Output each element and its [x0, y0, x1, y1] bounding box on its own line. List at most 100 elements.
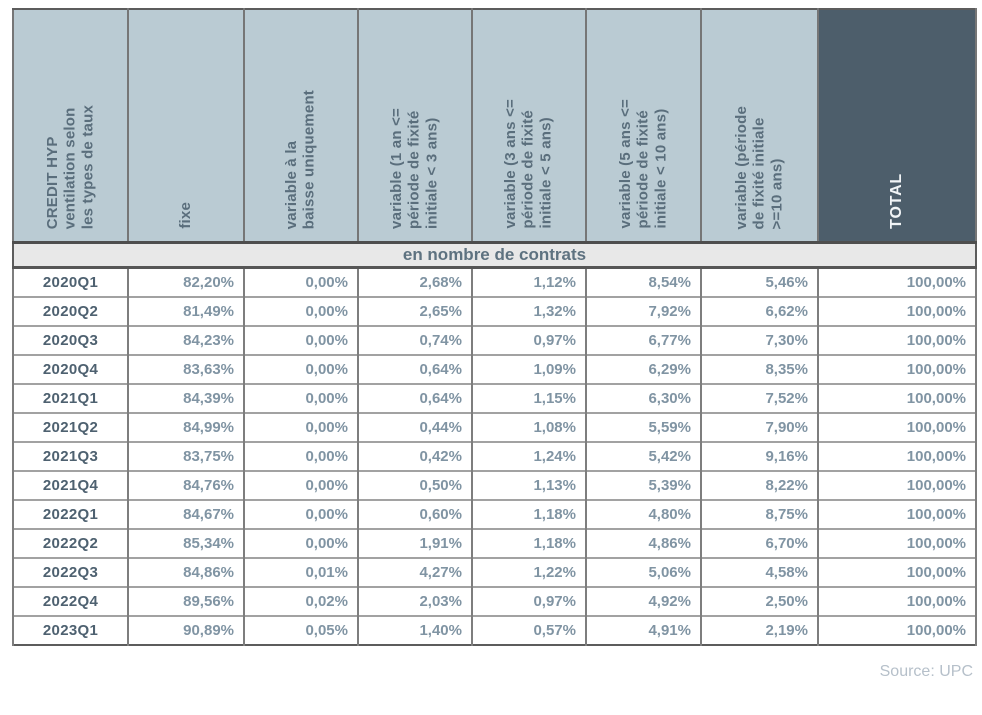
- value-cell: 1,09%: [471, 354, 587, 384]
- value-cell: 6,62%: [700, 296, 819, 326]
- table-row: 2021Q3 83,75% 0,00% 0,42% 1,24% 5,42% 9,16% 100…: [12, 441, 977, 471]
- table-row: 2020Q1 82,20% 0,00% 2,68% 1,12% 8,54% 5,46% 100…: [12, 266, 977, 297]
- value-cell: 0,00%: [243, 266, 359, 297]
- value-cell: 8,22%: [700, 470, 819, 500]
- section-band-label: en nombre de contrats: [13, 242, 976, 269]
- source-note: Source: UPC: [879, 663, 973, 680]
- value-cell: 100,00%: [817, 499, 977, 529]
- value-cell: 84,39%: [127, 383, 245, 413]
- quarter-label: 2020Q2: [12, 296, 129, 326]
- column-header-text: variable à la baisse uniquement: [283, 89, 318, 229]
- value-cell: 6,29%: [585, 354, 702, 384]
- value-cell: 1,32%: [471, 296, 587, 326]
- value-cell: 4,80%: [585, 499, 702, 529]
- quarter-label: 2021Q4: [12, 470, 129, 500]
- value-cell: 5,06%: [585, 557, 702, 587]
- value-cell: 1,12%: [471, 266, 587, 297]
- value-cell: 100,00%: [817, 586, 977, 616]
- quarter-label: 2022Q3: [12, 557, 129, 587]
- value-cell: 0,00%: [243, 470, 359, 500]
- value-cell: 1,22%: [471, 557, 587, 587]
- value-cell: 5,46%: [700, 266, 819, 297]
- value-cell: 7,92%: [585, 296, 702, 326]
- value-cell: 8,54%: [585, 266, 702, 297]
- value-cell: 100,00%: [817, 615, 977, 645]
- value-cell: 0,60%: [357, 499, 473, 529]
- column-header-text: TOTAL: [887, 173, 905, 229]
- value-cell: 0,00%: [243, 499, 359, 529]
- quarter-label: 2021Q3: [12, 441, 129, 471]
- value-cell: 7,90%: [700, 412, 819, 442]
- column-header-text: fixe: [177, 202, 195, 229]
- table-row: 2022Q4 89,56% 0,02% 2,03% 0,97% 4,92% 2,50% 100…: [12, 586, 977, 616]
- value-cell: 0,50%: [357, 470, 473, 500]
- value-cell: 100,00%: [817, 470, 977, 500]
- table-row: 2020Q4 83,63% 0,00% 0,64% 1,09% 6,29% 8,35% 100…: [12, 354, 977, 384]
- value-cell: 0,01%: [243, 557, 359, 587]
- value-cell: 100,00%: [817, 383, 977, 413]
- value-cell: 8,75%: [700, 499, 819, 529]
- credit-hyp-table: CREDIT HYP ventilation selon les types d…: [12, 8, 977, 646]
- quarter-label: 2022Q1: [12, 499, 129, 529]
- value-cell: 5,42%: [585, 441, 702, 471]
- value-cell: 1,08%: [471, 412, 587, 442]
- value-cell: 100,00%: [817, 412, 977, 442]
- column-header-variable-1-3ans: variable (1 an <= période de fixité init…: [357, 8, 473, 244]
- table-row: 2020Q2 81,49% 0,00% 2,65% 1,32% 7,92% 6,62% 100…: [12, 296, 977, 326]
- table-row: 2022Q1 84,67% 0,00% 0,60% 1,18% 4,80% 8,75% 100…: [12, 499, 977, 529]
- value-cell: 0,05%: [243, 615, 359, 645]
- column-header-variable-baisse: variable à la baisse uniquement: [243, 8, 359, 244]
- value-cell: 1,13%: [471, 470, 587, 500]
- column-header-text: CREDIT HYP ventilation selon les types d…: [43, 104, 97, 229]
- column-header-text: variable (période de fixité initiale >=1…: [732, 105, 786, 229]
- value-cell: 1,15%: [471, 383, 587, 413]
- value-cell: 2,50%: [700, 586, 819, 616]
- value-cell: 84,67%: [127, 499, 245, 529]
- table-row: 2022Q3 84,86% 0,01% 4,27% 1,22% 5,06% 4,58% 100…: [12, 557, 977, 587]
- column-header-variable-10plus: variable (période de fixité initiale >=1…: [700, 8, 819, 244]
- quarter-label: 2020Q4: [12, 354, 129, 384]
- table-row: 2021Q2 84,99% 0,00% 0,44% 1,08% 5,59% 7,90% 100…: [12, 412, 977, 442]
- value-cell: 0,44%: [357, 412, 473, 442]
- value-cell: 6,70%: [700, 528, 819, 558]
- value-cell: 2,65%: [357, 296, 473, 326]
- value-cell: 5,59%: [585, 412, 702, 442]
- section-band-row: en nombre de contrats: [13, 242, 976, 269]
- value-cell: 100,00%: [817, 528, 977, 558]
- quarter-label: 2021Q1: [12, 383, 129, 413]
- value-cell: 1,18%: [471, 528, 587, 558]
- value-cell: 90,89%: [127, 615, 245, 645]
- value-cell: 1,91%: [357, 528, 473, 558]
- value-cell: 100,00%: [817, 354, 977, 384]
- header-row: CREDIT HYP ventilation selon les types d…: [12, 8, 977, 244]
- value-cell: 7,30%: [700, 325, 819, 355]
- table-row: 2021Q1 84,39% 0,00% 0,64% 1,15% 6,30% 7,52% 100…: [12, 383, 977, 413]
- quarter-label: 2020Q3: [12, 325, 129, 355]
- value-cell: 84,76%: [127, 470, 245, 500]
- value-cell: 0,57%: [471, 615, 587, 645]
- value-cell: 100,00%: [817, 325, 977, 355]
- table-body: 2020Q1 82,20% 0,00% 2,68% 1,12% 8,54% 5,46% 100…: [12, 266, 977, 645]
- value-cell: 100,00%: [817, 441, 977, 471]
- column-header-total: TOTAL: [817, 8, 977, 244]
- value-cell: 0,02%: [243, 586, 359, 616]
- value-cell: 2,19%: [700, 615, 819, 645]
- quarter-label: 2022Q2: [12, 528, 129, 558]
- value-cell: 0,42%: [357, 441, 473, 471]
- table-row: 2022Q2 85,34% 0,00% 1,91% 1,18% 4,86% 6,70% 100…: [12, 528, 977, 558]
- value-cell: 1,40%: [357, 615, 473, 645]
- table-row: 2020Q3 84,23% 0,00% 0,74% 0,97% 6,77% 7,30% 100…: [12, 325, 977, 355]
- value-cell: 0,64%: [357, 354, 473, 384]
- value-cell: 0,00%: [243, 412, 359, 442]
- column-header-text: variable (5 ans <= période de fixité ini…: [616, 99, 670, 229]
- value-cell: 0,00%: [243, 383, 359, 413]
- value-cell: 4,86%: [585, 528, 702, 558]
- value-cell: 83,75%: [127, 441, 245, 471]
- value-cell: 0,00%: [243, 325, 359, 355]
- value-cell: 84,86%: [127, 557, 245, 587]
- value-cell: 1,18%: [471, 499, 587, 529]
- column-header-text: variable (1 an <= période de fixité init…: [388, 108, 441, 229]
- value-cell: 85,34%: [127, 528, 245, 558]
- column-header-fixe: fixe: [127, 8, 245, 244]
- value-cell: 4,91%: [585, 615, 702, 645]
